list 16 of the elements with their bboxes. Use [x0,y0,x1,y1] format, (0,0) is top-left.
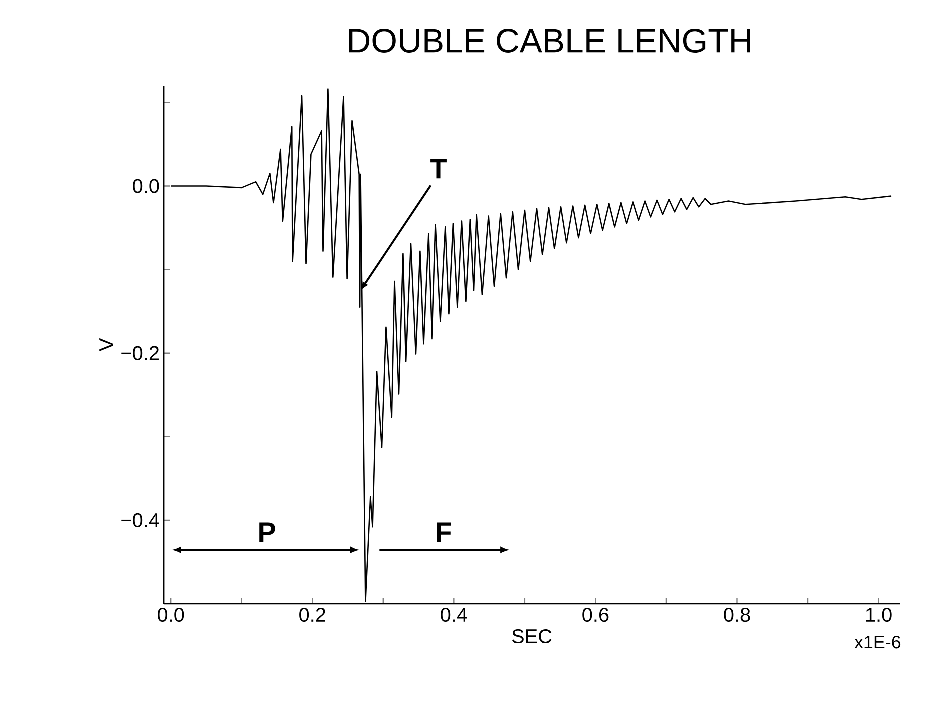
y-axis-title: V [100,338,114,352]
y-tick-label: 0.0 [133,179,160,194]
chart-title: DOUBLE CABLE LENGTH [349,28,750,53]
annotation: F [437,522,452,542]
x-tick-label: 0.0 [158,608,184,622]
x-tick-label: 0.8 [724,608,750,622]
x-tick-label: 0.4 [441,608,468,622]
x-tick-label: 1.0 [866,608,892,622]
x-axis-title: SEC [512,629,552,644]
x-tick-label: 0.2 [300,608,326,622]
y-tick-label: −0.4 [122,513,160,528]
annotation: T [430,159,447,179]
text: x1E-6 [854,636,901,649]
x-tick-label: 0.6 [582,608,609,622]
y-tick-label: −0.2 [122,346,159,360]
annotation: P [260,522,276,542]
